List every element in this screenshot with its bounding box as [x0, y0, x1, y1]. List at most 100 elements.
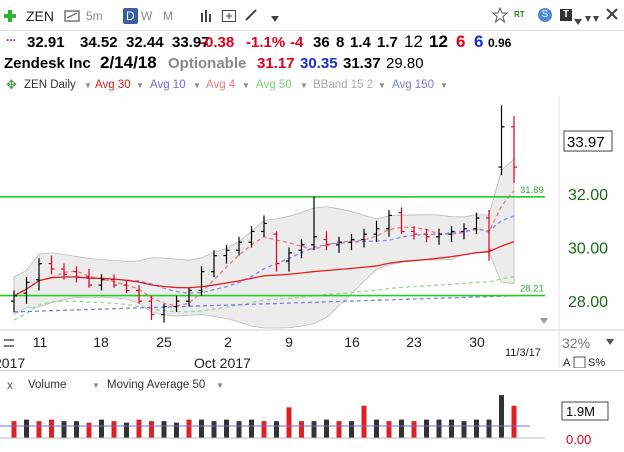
volume-bar	[311, 421, 317, 438]
volume-close-icon[interactable]: x	[7, 378, 13, 392]
symbol-label[interactable]: ZEN	[26, 8, 54, 24]
quote-v7: 12	[429, 32, 448, 51]
quote-close: 33.97	[172, 34, 210, 51]
volume-tick-zero: 0.00	[566, 432, 591, 447]
volume-bar	[336, 421, 342, 438]
dropdown-icon[interactable]	[270, 10, 280, 28]
quote-v10: 0.96	[488, 36, 512, 50]
chart-settings-icon[interactable]	[64, 9, 80, 22]
study-avg4[interactable]: Avg 4	[206, 79, 236, 91]
add-symbol-icon[interactable]	[4, 9, 16, 22]
price-chart-svg[interactable]: 31.89 28.21 33.97 32.00 30.00 28.00 11 18 25 2 9 16…	[0, 96, 624, 371]
study-avg150[interactable]: Avg 150	[392, 79, 434, 91]
volume-bar	[49, 419, 54, 438]
volume-dd-icon[interactable]: ▼	[92, 381, 100, 390]
axis-dropdown-icon	[606, 339, 614, 345]
x-tick-label: 25	[156, 334, 172, 350]
x-tick-label: 2	[224, 334, 232, 350]
quote-v1: -4	[290, 34, 304, 51]
volume-bar	[486, 419, 492, 438]
s-badge[interactable]: S	[538, 8, 552, 22]
t-badge[interactable]: T	[560, 9, 572, 21]
study-dropdown-icon[interactable]: ▼	[84, 81, 92, 90]
y-tick-label: 32.00	[568, 187, 608, 204]
close-icon[interactable]	[606, 7, 618, 25]
volume-bar	[274, 421, 279, 438]
study-avg30-dd-icon[interactable]: ▼	[136, 81, 144, 90]
study-avg150-dd-icon[interactable]: ▼	[440, 81, 448, 90]
volume-bar	[361, 405, 367, 438]
study-bband-dd-icon[interactable]: ▼	[378, 81, 386, 90]
volume-bar	[36, 421, 42, 438]
volume-bar	[124, 422, 129, 438]
volume-bar	[374, 419, 379, 438]
add-study-icon[interactable]	[222, 9, 236, 27]
interval-m[interactable]: M	[163, 9, 173, 23]
volume-ma-label[interactable]: Moving Average 50	[107, 379, 206, 391]
rt-badge[interactable]: RT	[514, 10, 525, 19]
study-avg10-dd-icon[interactable]: ▼	[193, 81, 201, 90]
study-avg50[interactable]: Avg 50	[256, 79, 292, 91]
study-avg10[interactable]: Avg 10	[150, 79, 186, 91]
x-tick-label: 9	[285, 334, 293, 350]
volume-bar	[424, 419, 429, 438]
draw-pencil-icon[interactable]	[244, 8, 258, 27]
volume-bar	[436, 419, 442, 438]
company-name: Zendesk Inc	[4, 55, 91, 72]
quote-last: 32.91	[27, 34, 65, 51]
t-dropdown-icon[interactable]	[574, 12, 582, 30]
volume-bar	[161, 421, 167, 438]
volume-bar	[349, 421, 354, 438]
optionable-label: Optionable	[168, 55, 247, 72]
volume-bar	[99, 419, 104, 438]
volume-svg[interactable]: 1.9M 0.00	[0, 370, 624, 452]
star-icon[interactable]	[491, 6, 509, 28]
volume-bar	[499, 395, 504, 438]
quote-low: 32.44	[126, 34, 164, 51]
study-avg30[interactable]: Avg 30	[95, 79, 131, 91]
volume-bar	[211, 421, 217, 438]
volume-bar	[11, 421, 17, 438]
axis-a-button: A	[563, 357, 571, 368]
price-chart[interactable]: 31.89 28.21 33.97 32.00 30.00 28.00 11 18 25 2 9 16…	[0, 96, 624, 371]
pct-label: 32%	[562, 335, 590, 351]
study-avg50-dd-icon[interactable]: ▼	[300, 81, 308, 90]
volume-bar	[74, 421, 79, 438]
chart-type-icon[interactable]	[200, 9, 214, 27]
quote-line: ... 32.91 34.52 32.44 33.97 -0.38 -1.1% …	[0, 30, 624, 52]
hline-label-0: 31.89	[520, 185, 544, 196]
volume-pane[interactable]: x Volume ▼ Moving Average 50 ▼ 1.9M 0.00	[0, 370, 624, 452]
volume-bar	[186, 419, 192, 438]
year-label: 2017	[0, 355, 25, 368]
month-label: Oct 2017	[194, 355, 251, 368]
interval-w[interactable]: W	[141, 9, 153, 23]
volume-bar	[249, 419, 254, 438]
quote-v4: 1.4	[350, 34, 371, 51]
volume-bar	[511, 405, 517, 438]
quote-dots[interactable]: ...	[6, 30, 17, 44]
volume-bar	[61, 421, 67, 438]
volume-bar	[261, 421, 267, 438]
study-bband[interactable]: BBand 15 2	[313, 79, 374, 91]
volume-tick-max: 1.9M	[566, 404, 595, 419]
volume-label[interactable]: Volume	[28, 379, 67, 391]
scroll-down-icon	[540, 318, 548, 324]
company-line: Zendesk Inc 2/14/18 Optionable 31.17 30.…	[0, 52, 624, 74]
volume-bar	[399, 419, 404, 438]
volume-bar	[324, 419, 329, 438]
interval-5m[interactable]: 5m	[86, 9, 103, 23]
study-avg4-dd-icon[interactable]: ▼	[242, 81, 250, 90]
study-name[interactable]: ZEN Daily	[24, 79, 76, 91]
volume-ma-dd-icon[interactable]: ▼	[216, 381, 224, 390]
studies-icon[interactable]: ✥	[6, 77, 17, 92]
quote-v8: 6	[456, 32, 466, 51]
last-price-label: 33.97	[567, 134, 605, 151]
date-label: 11/3/17	[505, 347, 541, 359]
volume-bar	[136, 419, 142, 438]
volume-bar	[224, 419, 229, 438]
volume-bar	[299, 421, 304, 438]
interval-d[interactable]: D	[123, 8, 138, 24]
avg30-line	[13, 241, 515, 297]
cascade-icon[interactable]	[585, 11, 599, 29]
volume-bar	[411, 421, 417, 438]
